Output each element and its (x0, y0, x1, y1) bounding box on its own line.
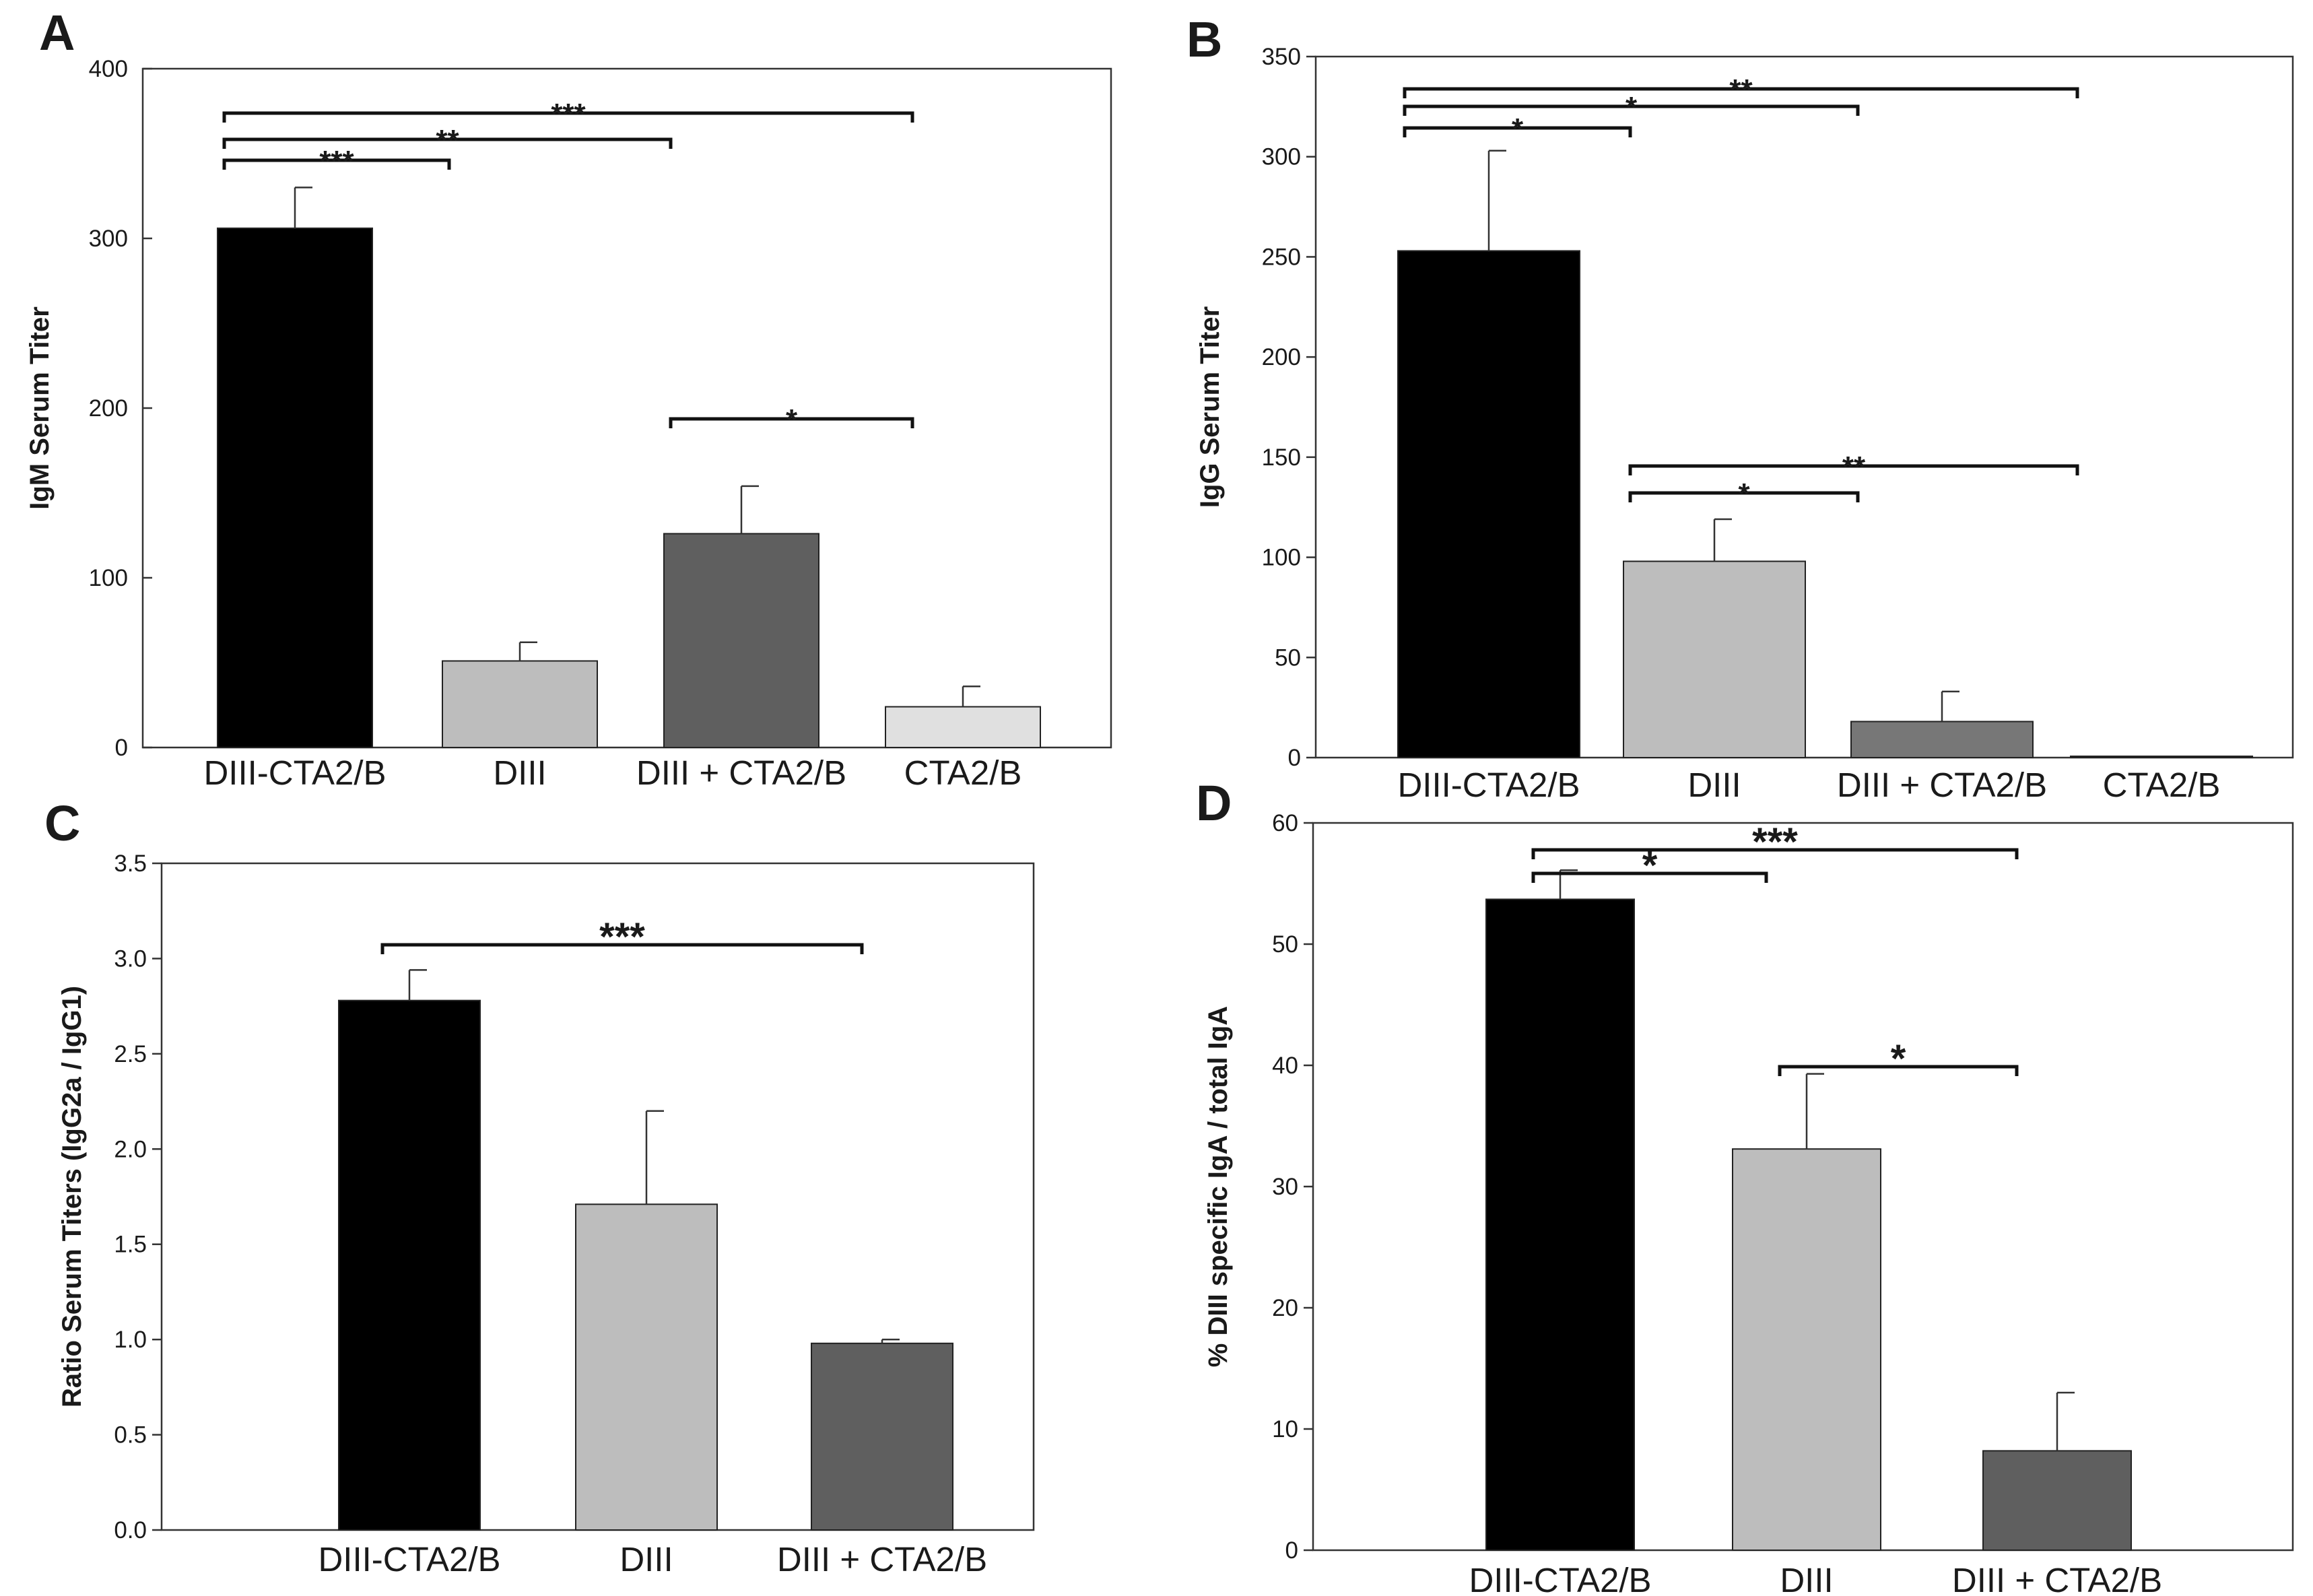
y-tick-label: 0 (115, 735, 128, 761)
significance-stars: *** (551, 98, 586, 131)
y-tick-label: 20 (1272, 1295, 1298, 1321)
significance-stars: * (786, 403, 798, 436)
y-tick-label: 200 (1262, 344, 1301, 370)
panel-letter-a: A (39, 5, 75, 61)
bar (1623, 560, 1806, 759)
y-tick-label: 0 (1285, 1537, 1298, 1564)
y-axis-title: % DIII specific IgA / total IgA (1203, 1006, 1233, 1367)
significance-stars: *** (319, 145, 354, 178)
y-tick-label: 3.5 (114, 851, 147, 877)
significance-stars: * (1891, 1037, 1906, 1081)
y-tick-label: 0.5 (114, 1422, 147, 1449)
significance-bracket (222, 137, 673, 149)
y-tick-label: 50 (1272, 931, 1298, 958)
panel-letter-b: B (1186, 11, 1222, 67)
significance-bracket (1531, 871, 1768, 883)
category-label: CTA2/B (904, 754, 1022, 792)
panel-b: B 0 50 100 150 200 250 300 350 IgG Serum Titer DI… (1186, 11, 2294, 804)
category-label: DIII + CTA2/B (636, 754, 846, 792)
significance-bracket (1403, 104, 1860, 116)
category-label: DIII-CTA2/B (203, 754, 386, 792)
y-tick-label: 400 (89, 56, 128, 82)
bar (1850, 721, 2034, 759)
y-tick-label: 2.5 (114, 1041, 147, 1067)
y-tick-label: 200 (89, 395, 128, 422)
y-tick-label: 250 (1262, 244, 1301, 270)
y-tick-label: 2.0 (114, 1136, 147, 1162)
significance-bracket (1403, 87, 2079, 98)
bar (663, 533, 819, 748)
category-label: DIII-CTA2/B (1469, 1561, 1651, 1596)
y-tick-label: 10 (1272, 1416, 1298, 1442)
bar (575, 1203, 718, 1531)
bar (442, 660, 598, 748)
category-label: DIII (1687, 766, 1741, 804)
significance-bracket (1628, 464, 2079, 475)
category-label: DIII + CTA2/B (777, 1540, 987, 1578)
category-label: DIII (493, 754, 546, 792)
category-label: DIII (619, 1540, 673, 1578)
y-tick-label: 300 (89, 226, 128, 252)
significance-bracket (1628, 491, 1860, 502)
y-tick-label: 350 (1262, 44, 1301, 70)
y-axis-title: IgM Serum Titer (25, 306, 55, 510)
significance-bracket (669, 417, 914, 428)
panel-letter-d: D (1196, 775, 1232, 831)
y-tick-label: 0.0 (114, 1517, 147, 1543)
category-label: DIII + CTA2/B (1837, 766, 2047, 804)
y-tick-label: 100 (1262, 545, 1301, 571)
panel-c: C 0.0 0.5 1.0 1.5 2.0 2.5 3.0 3.5 Ratio Serum Ti… (44, 795, 1035, 1578)
significance-stars: ** (436, 124, 459, 157)
significance-stars: * (1738, 477, 1750, 510)
y-tick-label: 60 (1272, 810, 1298, 836)
significance-stars: * (1625, 91, 1638, 124)
significance-stars: * (1642, 844, 1658, 888)
y-tick-label: 1.5 (114, 1232, 147, 1258)
y-tick-label: 3.0 (114, 945, 147, 972)
significance-bracket (1531, 848, 2019, 859)
bar (1485, 898, 1635, 1551)
panel-letter-c: C (44, 795, 80, 851)
category-label: DIII-CTA2/B (318, 1540, 500, 1578)
y-tick-label: 0 (1288, 745, 1301, 771)
significance-stars: * (1512, 112, 1524, 145)
bar (338, 999, 481, 1531)
bar (1982, 1450, 2132, 1551)
category-label: CTA2/B (2103, 766, 2221, 804)
bar (1397, 250, 1580, 758)
significance-stars: *** (1752, 820, 1798, 864)
category-label: DIII + CTA2/B (1952, 1561, 2162, 1596)
significance-bracket (222, 158, 451, 170)
y-tick-label: 1.0 (114, 1327, 147, 1353)
significance-bracket (222, 111, 914, 123)
bar (1732, 1148, 1881, 1551)
y-tick-label: 30 (1272, 1174, 1298, 1200)
y-tick-label: 50 (1275, 644, 1301, 671)
y-axis-title: IgG Serum Titer (1195, 306, 1225, 508)
significance-bracket (380, 943, 864, 954)
bar (885, 706, 1041, 749)
significance-stars: *** (599, 915, 645, 959)
y-tick-label: 100 (89, 565, 128, 591)
significance-stars: ** (1842, 451, 1866, 484)
significance-bracket (1403, 126, 1632, 137)
significance-stars: ** (1729, 73, 1753, 106)
significance-bracket (1778, 1065, 2019, 1076)
bar (217, 227, 373, 748)
bar (2070, 756, 2253, 758)
bar (811, 1342, 953, 1531)
y-axis-title: Ratio Serum Titers (IgG2a / IgG1) (57, 986, 87, 1407)
category-label: DIII-CTA2/B (1397, 766, 1580, 804)
panel-d: D 0 10 20 30 40 50 60 % DIII specific IgA / tot… (1196, 775, 2294, 1596)
y-tick-label: 40 (1272, 1053, 1298, 1079)
y-tick-label: 150 (1262, 444, 1301, 471)
category-label: DIII (1780, 1561, 1833, 1596)
y-tick-label: 300 (1262, 144, 1301, 170)
panel-a: A 0 100 200 300 400 IgM Serum Titer DIII-CTA2/… (25, 5, 1112, 792)
